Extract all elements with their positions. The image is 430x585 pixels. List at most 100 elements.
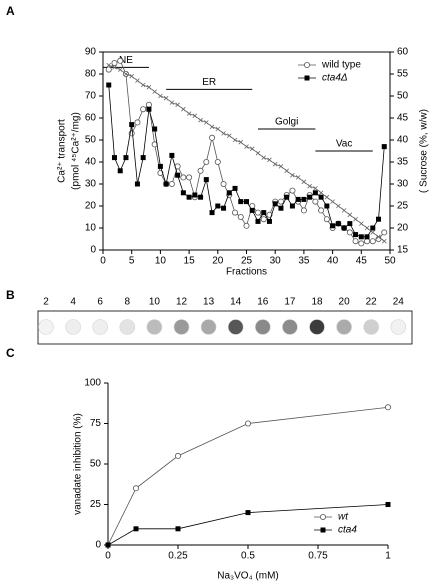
marker bbox=[157, 169, 164, 176]
marker bbox=[140, 82, 146, 88]
lane-label: 4 bbox=[70, 297, 76, 308]
y-tick-label: 20 bbox=[85, 201, 97, 212]
y-axis-label: (pmol ⁴⁵Ca²⁺/mg) bbox=[71, 112, 82, 190]
marker bbox=[132, 485, 139, 492]
x-tick-label: 20 bbox=[212, 256, 224, 267]
marker bbox=[358, 234, 364, 240]
marker bbox=[370, 230, 376, 235]
y-tick-label: 0 bbox=[90, 245, 96, 256]
lane-label: 18 bbox=[311, 297, 323, 308]
marker bbox=[359, 221, 364, 226]
y-tick-label: 75 bbox=[90, 418, 102, 429]
marker bbox=[336, 203, 341, 209]
marker bbox=[335, 221, 341, 227]
marker bbox=[215, 126, 221, 132]
y2-tick-label: 40 bbox=[397, 135, 409, 146]
marker bbox=[277, 198, 284, 205]
y-tick-label: 50 bbox=[85, 135, 97, 146]
marker bbox=[295, 196, 301, 202]
marker bbox=[260, 216, 267, 223]
blot-spot bbox=[65, 319, 81, 335]
y2-axis-label: ( Sucrose (%, w/w) bbox=[419, 109, 430, 193]
marker bbox=[232, 137, 238, 143]
y2-tick-label: 50 bbox=[397, 91, 409, 102]
marker bbox=[214, 158, 221, 165]
y-tick-label: 90 bbox=[85, 47, 97, 58]
marker bbox=[289, 187, 296, 194]
marker bbox=[295, 175, 301, 180]
x-tick-label: 35 bbox=[298, 256, 310, 267]
marker bbox=[146, 84, 152, 90]
lane-label: 10 bbox=[149, 297, 161, 308]
marker bbox=[175, 102, 180, 108]
blot-spot bbox=[254, 319, 271, 335]
y2-tick-label: 60 bbox=[397, 47, 409, 58]
marker bbox=[157, 163, 163, 169]
y-tick-label: 30 bbox=[85, 179, 97, 190]
marker bbox=[364, 238, 371, 245]
y2-tick-label: 15 bbox=[397, 245, 409, 256]
marker bbox=[304, 75, 310, 81]
marker bbox=[384, 404, 391, 411]
marker bbox=[318, 207, 325, 214]
marker bbox=[237, 213, 244, 220]
panel-label: B bbox=[6, 288, 15, 302]
marker bbox=[181, 106, 186, 112]
marker bbox=[289, 203, 295, 209]
legend-label: wt bbox=[338, 512, 349, 523]
marker bbox=[163, 95, 169, 101]
region-label: ER bbox=[202, 77, 216, 88]
y-tick-label: 10 bbox=[85, 223, 97, 234]
marker bbox=[111, 155, 117, 161]
marker bbox=[255, 150, 261, 156]
blot-spot bbox=[38, 319, 54, 335]
x-tick-label: 0.75 bbox=[308, 551, 328, 562]
marker bbox=[117, 168, 123, 174]
y-tick-label: 25 bbox=[90, 499, 102, 510]
region-label: Vac bbox=[336, 139, 353, 150]
marker bbox=[244, 420, 251, 427]
marker bbox=[209, 134, 216, 141]
marker bbox=[186, 194, 192, 200]
marker bbox=[352, 238, 359, 245]
panel-label: C bbox=[6, 346, 15, 360]
y-tick-label: 50 bbox=[90, 459, 102, 470]
marker bbox=[301, 196, 307, 202]
marker bbox=[244, 199, 249, 205]
x-axis-label: Na₃VO₄ (mM) bbox=[217, 571, 278, 582]
marker bbox=[215, 203, 221, 209]
blot-spot bbox=[146, 319, 163, 335]
marker bbox=[209, 124, 215, 130]
marker bbox=[381, 229, 388, 236]
marker bbox=[105, 542, 111, 548]
marker bbox=[221, 205, 227, 211]
x-tick-label: 0 bbox=[100, 256, 106, 267]
lane-label: 16 bbox=[257, 297, 269, 308]
marker bbox=[324, 194, 330, 200]
lane-label: 24 bbox=[393, 297, 405, 308]
marker bbox=[192, 192, 198, 198]
marker bbox=[180, 190, 186, 196]
x-tick-label: 5 bbox=[129, 256, 135, 267]
marker bbox=[381, 238, 387, 244]
marker bbox=[324, 203, 330, 209]
x-tick-label: 10 bbox=[155, 256, 167, 267]
marker bbox=[245, 510, 251, 516]
marker bbox=[370, 225, 376, 231]
marker bbox=[140, 106, 147, 113]
marker bbox=[203, 158, 210, 165]
marker bbox=[186, 174, 193, 181]
blot-spot bbox=[92, 319, 108, 335]
marker bbox=[192, 113, 198, 119]
legend-label: cta4Δ bbox=[322, 73, 348, 84]
marker bbox=[301, 179, 307, 185]
marker bbox=[266, 211, 273, 218]
blot-spot bbox=[336, 319, 352, 335]
marker bbox=[111, 60, 118, 67]
marker bbox=[220, 180, 227, 187]
marker bbox=[312, 190, 318, 196]
lane-label: 13 bbox=[203, 297, 215, 308]
y-tick-label: 60 bbox=[85, 113, 97, 124]
y2-tick-label: 35 bbox=[397, 157, 409, 168]
marker bbox=[134, 119, 141, 126]
